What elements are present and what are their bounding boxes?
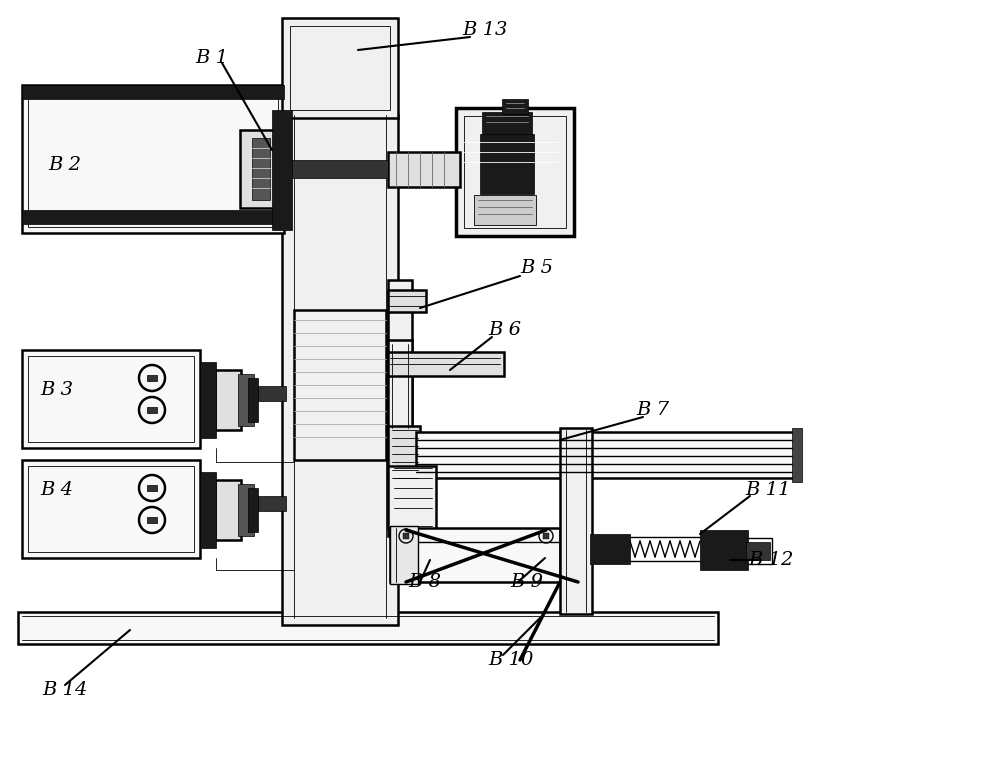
Bar bbox=[215, 370, 241, 430]
Bar bbox=[248, 488, 258, 532]
Bar bbox=[388, 290, 426, 312]
Text: B 13: B 13 bbox=[462, 21, 507, 39]
Bar bbox=[28, 466, 194, 552]
Bar bbox=[294, 310, 386, 460]
Bar bbox=[388, 296, 426, 306]
Bar bbox=[628, 537, 702, 561]
Bar bbox=[22, 210, 284, 224]
Bar bbox=[388, 352, 504, 376]
Bar bbox=[290, 26, 390, 110]
Bar bbox=[22, 85, 284, 99]
Text: B 8: B 8 bbox=[408, 573, 441, 591]
Bar bbox=[282, 115, 398, 625]
Text: B 9: B 9 bbox=[510, 573, 543, 591]
Bar bbox=[200, 362, 216, 438]
Bar bbox=[746, 542, 770, 560]
Bar bbox=[240, 130, 278, 208]
Text: B 11: B 11 bbox=[745, 481, 790, 499]
Bar bbox=[403, 533, 409, 539]
Bar bbox=[147, 485, 157, 491]
Bar bbox=[272, 110, 292, 230]
Bar bbox=[390, 526, 418, 584]
Text: B 7: B 7 bbox=[636, 401, 669, 419]
Bar bbox=[22, 85, 284, 233]
Bar bbox=[22, 460, 200, 558]
Text: B 14: B 14 bbox=[42, 681, 87, 699]
Bar bbox=[292, 160, 388, 178]
Bar bbox=[238, 374, 254, 426]
Bar bbox=[147, 407, 157, 413]
Bar bbox=[215, 480, 241, 540]
Bar bbox=[590, 534, 630, 564]
Bar bbox=[480, 134, 534, 194]
Text: B 6: B 6 bbox=[488, 321, 521, 339]
Bar bbox=[543, 533, 549, 539]
Text: B 12: B 12 bbox=[748, 551, 793, 569]
Text: B 5: B 5 bbox=[520, 259, 553, 277]
Bar bbox=[456, 108, 574, 236]
Bar bbox=[388, 280, 412, 528]
Bar bbox=[258, 386, 286, 401]
Text: B 1: B 1 bbox=[195, 49, 228, 67]
Bar bbox=[388, 340, 412, 430]
Bar bbox=[474, 195, 536, 225]
Bar bbox=[464, 116, 566, 228]
Bar bbox=[238, 484, 254, 536]
Bar bbox=[388, 466, 436, 536]
Bar bbox=[388, 152, 460, 187]
Bar bbox=[502, 99, 528, 114]
Bar bbox=[282, 18, 398, 118]
Text: B 2: B 2 bbox=[48, 156, 81, 174]
Bar bbox=[147, 375, 157, 381]
Bar bbox=[28, 356, 194, 442]
Bar bbox=[482, 112, 532, 134]
Text: B 4: B 4 bbox=[40, 481, 73, 499]
Bar bbox=[700, 530, 748, 570]
Bar bbox=[416, 432, 796, 478]
Bar bbox=[560, 428, 592, 614]
Bar bbox=[147, 517, 157, 523]
Bar bbox=[388, 426, 420, 482]
Bar bbox=[18, 612, 718, 644]
Text: B 3: B 3 bbox=[40, 381, 73, 399]
Bar bbox=[744, 538, 772, 564]
Bar bbox=[258, 496, 286, 511]
Bar bbox=[390, 528, 560, 582]
Bar bbox=[28, 91, 278, 227]
Bar bbox=[200, 472, 216, 548]
Bar bbox=[22, 350, 200, 448]
Bar bbox=[248, 378, 258, 422]
Bar bbox=[792, 428, 802, 482]
Text: B 10: B 10 bbox=[488, 651, 533, 669]
Bar bbox=[252, 138, 270, 200]
